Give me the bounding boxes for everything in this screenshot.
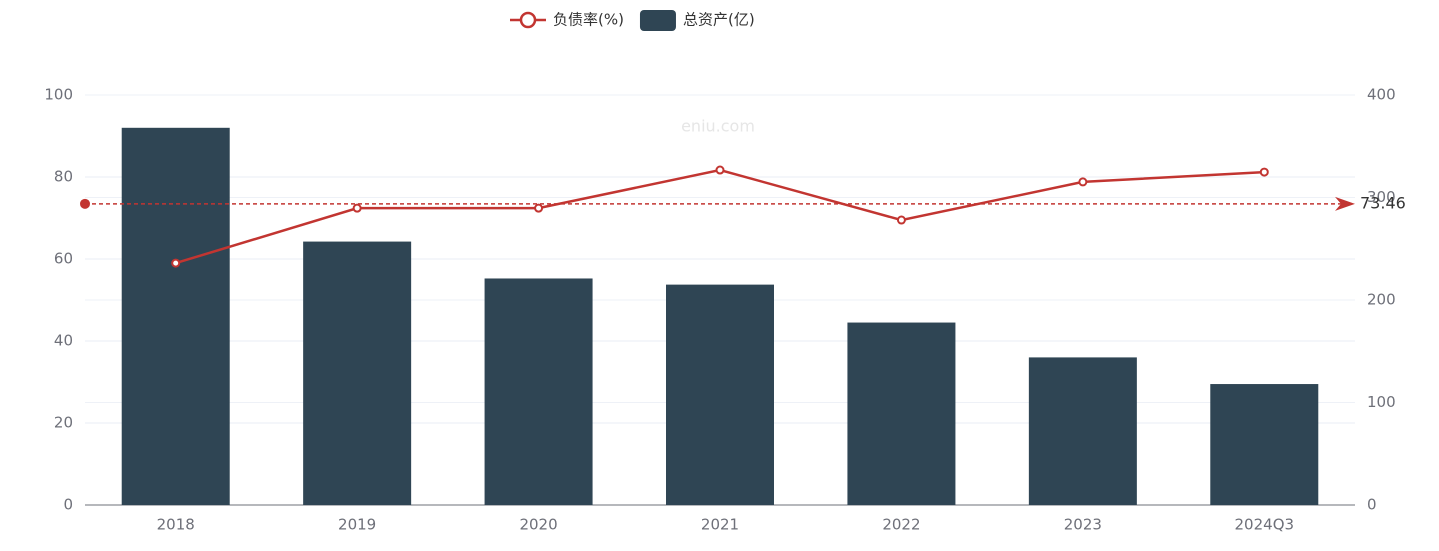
legend-icon: [519, 11, 537, 29]
line-point: [352, 203, 362, 213]
bar: [121, 127, 230, 506]
y-tick-label: 0: [63, 496, 73, 514]
y2-tick-label: 400: [1367, 86, 1396, 104]
line-point: [534, 203, 544, 213]
y-tick-label: 40: [54, 332, 73, 350]
x-tick-label: 2024Q3: [1235, 516, 1295, 534]
y-tick-label: 100: [44, 86, 73, 104]
line-point: [171, 258, 181, 268]
y2-tick-label: 0: [1367, 496, 1377, 514]
mark-line-arrow: [1335, 196, 1355, 211]
y-tick-label: 80: [54, 168, 73, 186]
bar: [303, 241, 412, 505]
legend-label: 总资产(亿): [683, 11, 755, 29]
x-tick-label: 2022: [882, 516, 920, 534]
bar: [666, 284, 774, 505]
line-point: [1259, 167, 1269, 177]
watermark: eniu.com: [681, 117, 755, 136]
bar: [847, 322, 956, 505]
y2-tick-label: 300: [1367, 188, 1396, 206]
bar: [484, 278, 593, 505]
line-point: [715, 165, 725, 175]
bar: [1028, 357, 1137, 505]
mark-line-label: 73.46: [1360, 193, 1406, 212]
line-point: [896, 215, 906, 225]
x-tick-label: 2019: [338, 516, 376, 534]
x-tick-label: 2021: [701, 516, 739, 534]
y-tick-label: 20: [54, 414, 73, 432]
bar: [1210, 384, 1319, 505]
legend-label: 负债率(%): [553, 11, 624, 29]
x-tick-label: 2020: [519, 516, 557, 534]
x-tick-label: 2018: [157, 516, 195, 534]
y2-tick-label: 100: [1367, 393, 1396, 411]
line-point: [1078, 177, 1088, 187]
legend-icon: [639, 10, 676, 31]
y2-tick-label: 200: [1367, 291, 1396, 309]
x-tick-label: 2023: [1064, 516, 1102, 534]
y-tick-label: 60: [54, 250, 73, 268]
mark-line-start: [80, 198, 90, 209]
